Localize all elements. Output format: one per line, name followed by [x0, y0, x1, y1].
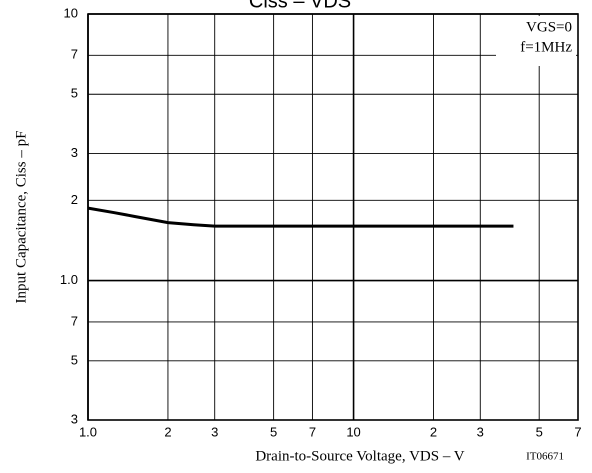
x-tick-label: 5 — [536, 424, 543, 439]
x-tick-label: 2 — [164, 424, 171, 439]
chart-title: Ciss – VDS — [249, 0, 351, 12]
x-axis-label: Drain-to-Source Voltage, VDS – V — [255, 448, 464, 464]
y-axis-label: Input Capacitance, Ciss – pF — [13, 131, 29, 304]
y-tick-label: 7 — [71, 313, 78, 328]
y-tick-label: 3 — [71, 145, 78, 160]
x-tick-label: 7 — [309, 424, 316, 439]
x-tick-label: 10 — [346, 424, 360, 439]
y-tick-label: 1.0 — [60, 272, 78, 287]
annotation: f=1MHz — [520, 39, 572, 55]
y-tick-label: 5 — [71, 86, 78, 101]
y-tick-label: 10 — [64, 5, 78, 20]
x-tick-label: 2 — [430, 424, 437, 439]
x-tick-label: 5 — [270, 424, 277, 439]
x-tick-label: 3 — [477, 424, 484, 439]
plot-frame — [87, 13, 579, 421]
y-tick-label: 3 — [71, 411, 78, 426]
x-tick-label: 3 — [211, 424, 218, 439]
x-tick-label: 1.0 — [79, 424, 97, 439]
y-tick-label: 5 — [71, 352, 78, 367]
y-tick-label: 7 — [71, 47, 78, 62]
annotation-box — [496, 16, 576, 66]
figure-id: IT06671 — [526, 451, 564, 463]
y-tick-label: 2 — [71, 192, 78, 207]
annotation: VGS=0 — [526, 19, 572, 35]
line — [87, 206, 514, 228]
x-tick-label: 7 — [574, 424, 581, 439]
